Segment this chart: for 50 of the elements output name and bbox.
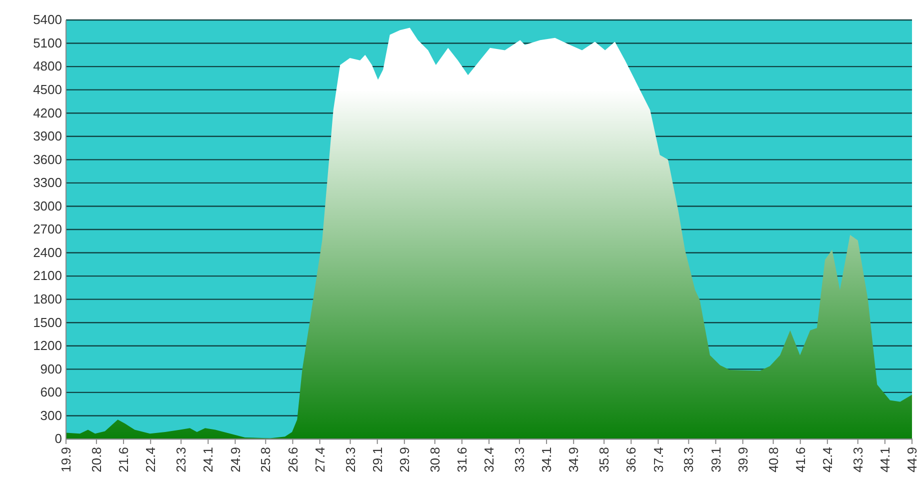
x-tick-label: 44.1 <box>877 447 892 472</box>
x-tick-label: 37.4 <box>650 447 666 472</box>
x-tick-label: 21.6 <box>116 447 132 472</box>
y-tick-label: 3600 <box>33 152 62 167</box>
x-tick-label: 34.1 <box>539 447 554 472</box>
y-tick-label: 900 <box>40 361 62 376</box>
y-tick-label: 300 <box>40 408 62 423</box>
x-tick-label: 24.9 <box>228 447 243 472</box>
y-tick-label: 3300 <box>33 175 62 190</box>
x-tick-label: 35.8 <box>596 447 612 472</box>
y-tick-label: 1200 <box>33 338 62 354</box>
y-tick-label: 1500 <box>33 314 62 330</box>
x-tick-label: 40.8 <box>766 447 781 472</box>
x-tick-label: 24.1 <box>200 447 216 472</box>
y-tick-label: 4500 <box>33 82 62 97</box>
x-tick-label: 32.4 <box>482 447 497 472</box>
y-tick-label: 5100 <box>33 35 62 50</box>
x-tick-label: 26.6 <box>285 447 300 472</box>
y-tick-label: 600 <box>40 384 62 400</box>
y-tick-label: 1800 <box>33 291 62 306</box>
x-tick-label: 34.9 <box>566 447 582 472</box>
y-tick-label: 4800 <box>33 58 62 74</box>
x-tick-label: 42.4 <box>820 447 835 472</box>
x-tick-label: 39.1 <box>708 447 724 472</box>
x-tick-label: 22.4 <box>143 447 158 472</box>
x-tick-label: 25.8 <box>258 447 274 472</box>
x-tick-label: 33.3 <box>512 447 528 472</box>
y-tick-label: 3000 <box>33 198 62 214</box>
y-tick-label: 5400 <box>33 12 62 28</box>
x-tick-label: 38.3 <box>681 447 696 472</box>
x-tick-label: 36.6 <box>624 447 639 472</box>
x-tick-label: 30.8 <box>427 447 442 472</box>
x-tick-label: 43.3 <box>850 447 866 472</box>
x-tick-label: 31.6 <box>454 447 470 472</box>
y-tick-label: 2100 <box>33 268 62 284</box>
x-tick-label: 23.3 <box>174 447 189 472</box>
y-tick-label: 2700 <box>33 222 62 237</box>
y-tick-label: 0 <box>54 431 62 446</box>
x-tick-label: 44.9 <box>904 447 920 472</box>
x-tick-label: 29.9 <box>396 447 412 472</box>
x-tick-label: 29.1 <box>370 447 385 472</box>
x-tick-label: 28.3 <box>342 447 358 472</box>
y-tick-label: 2400 <box>33 244 62 260</box>
x-tick-label: 19.9 <box>58 447 74 472</box>
x-tick-label: 27.4 <box>312 447 328 472</box>
y-tick-label: 3900 <box>33 128 62 144</box>
x-tick-label: 39.9 <box>735 447 750 472</box>
y-tick-label: 4200 <box>33 105 62 120</box>
x-tick-label: 20.8 <box>89 447 104 472</box>
x-tick-label: 41.6 <box>792 447 808 472</box>
